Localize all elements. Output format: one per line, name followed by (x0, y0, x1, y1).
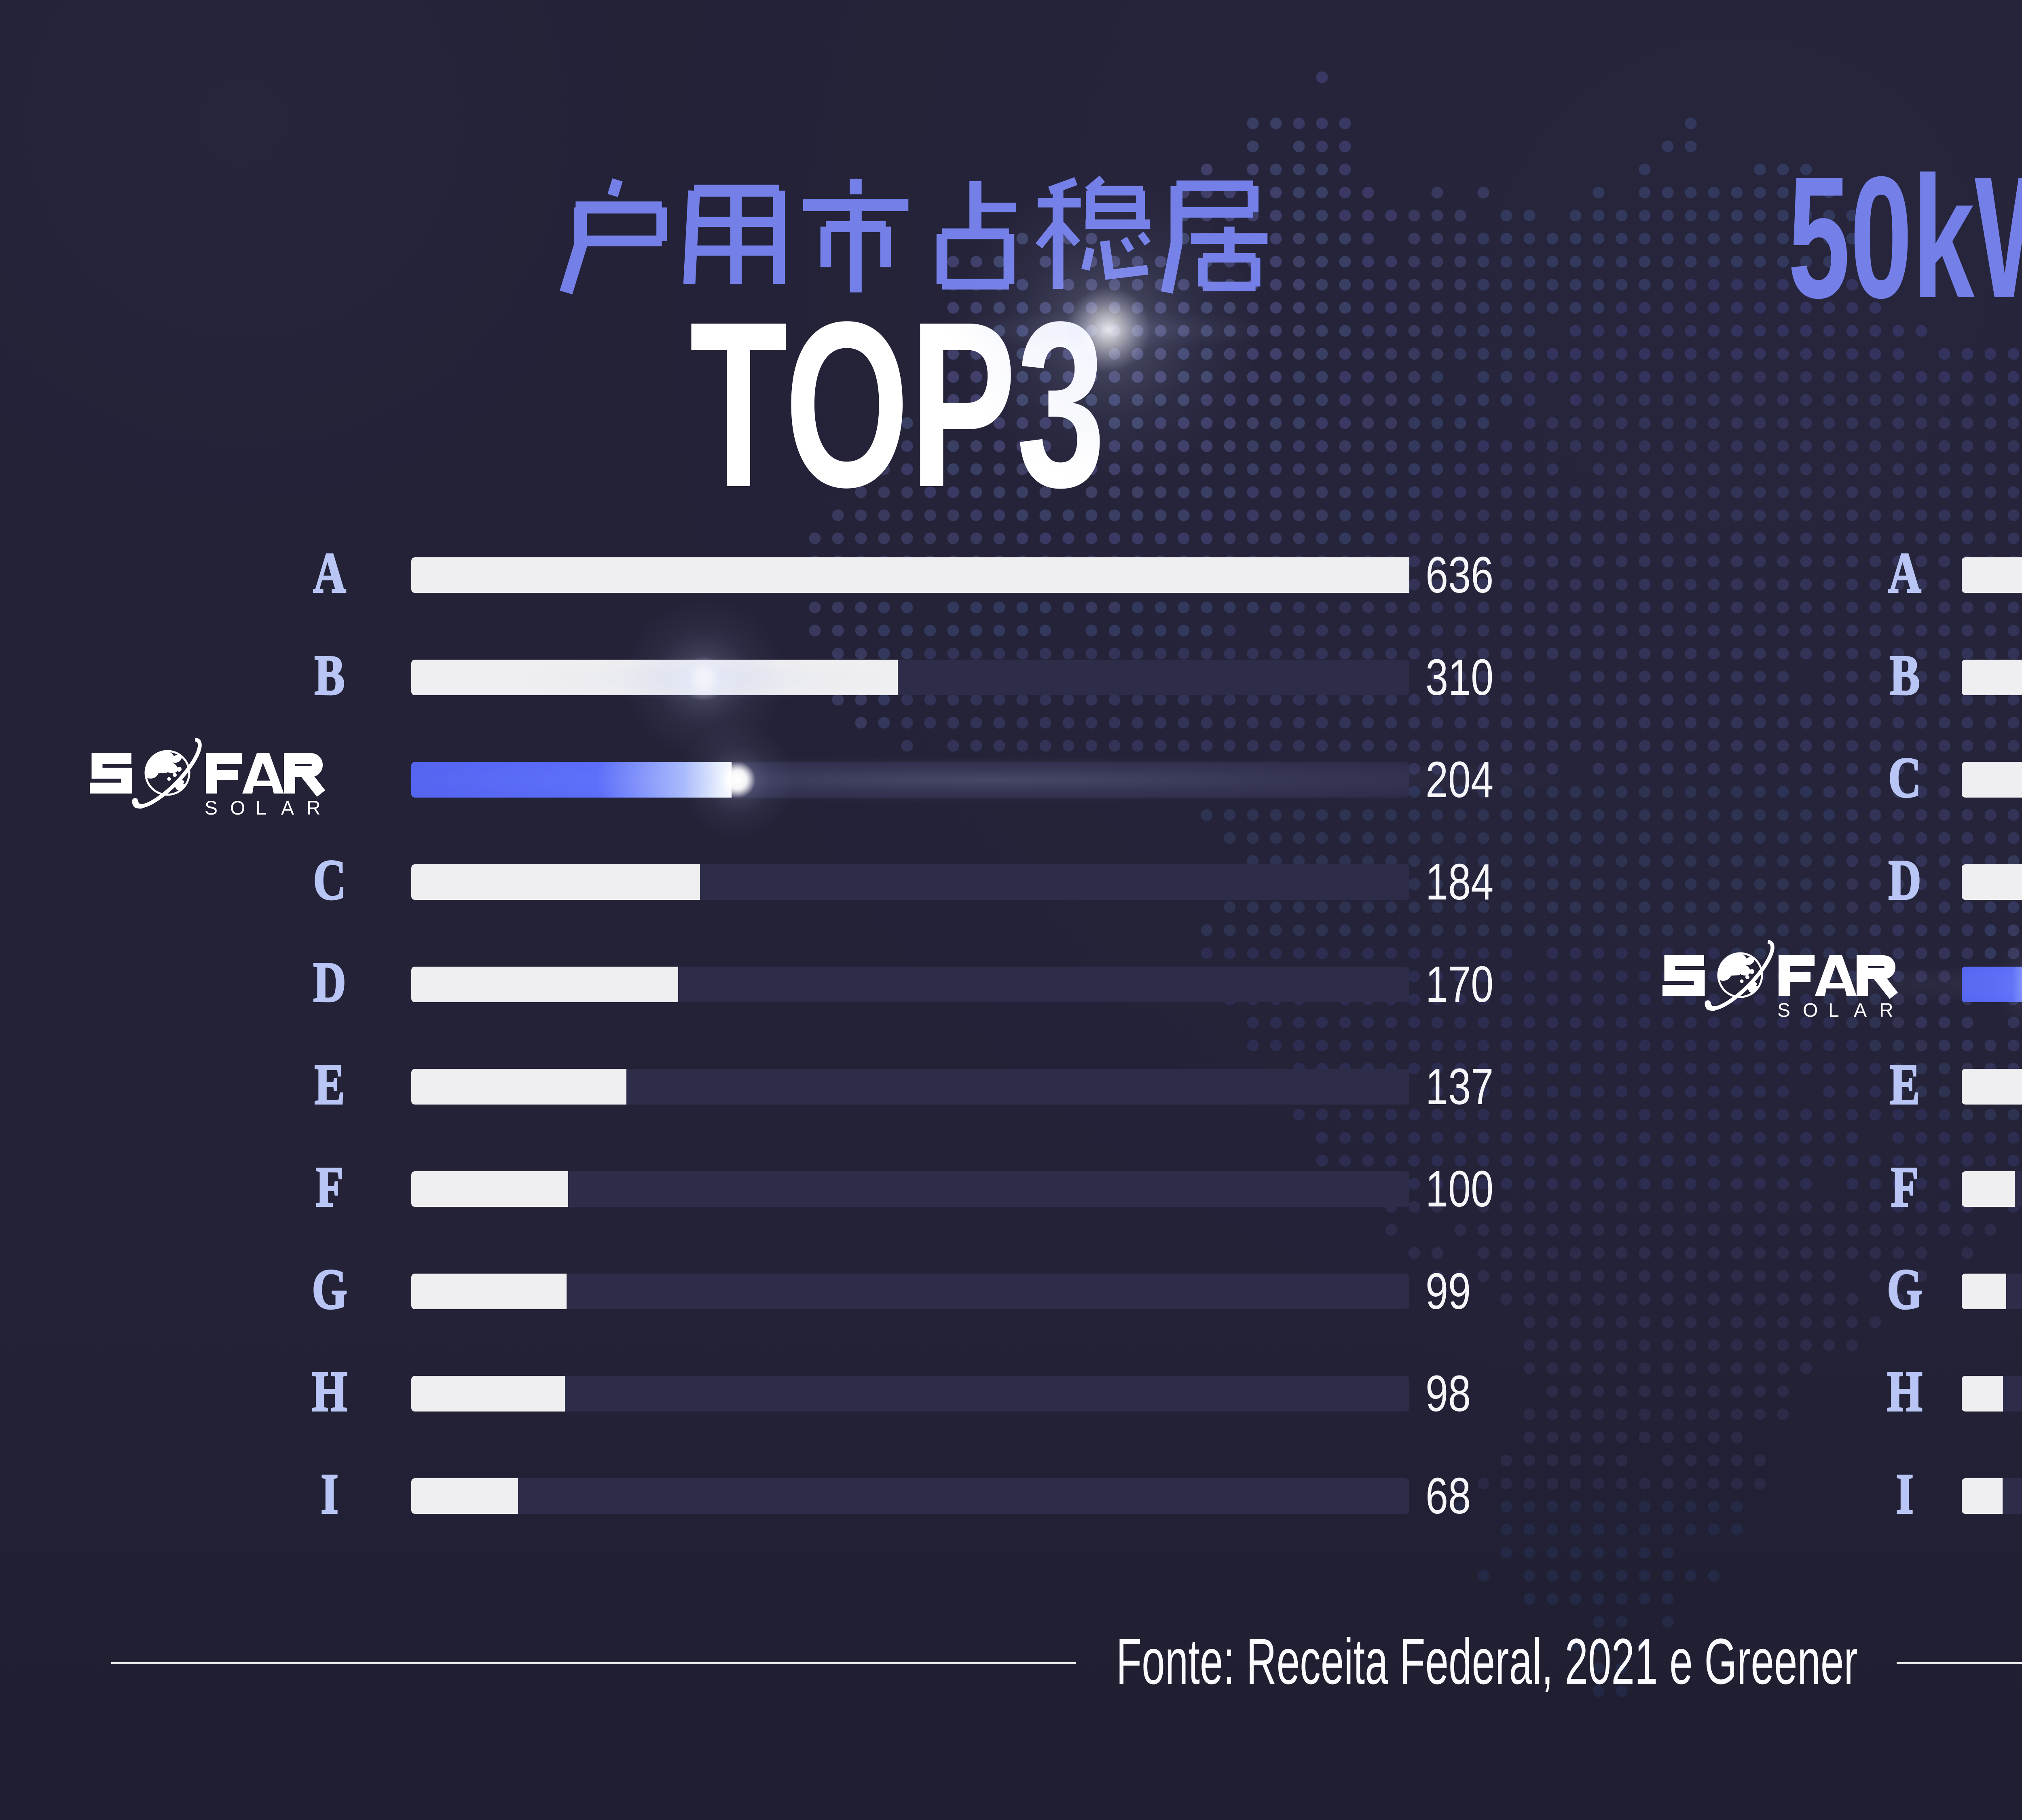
svg-text:310: 310 (1426, 649, 1493, 706)
svg-text:A: A (313, 541, 346, 605)
svg-text:170: 170 (1426, 956, 1493, 1013)
svg-text:E: E (1890, 1052, 1920, 1116)
svg-text:B: B (315, 643, 345, 707)
svg-text:C: C (313, 848, 346, 912)
svg-text:98: 98 (1426, 1365, 1471, 1422)
svg-text:G: G (1887, 1257, 1922, 1321)
svg-text:H: H (312, 1359, 347, 1423)
svg-text:D: D (313, 950, 346, 1014)
svg-text:B: B (1890, 643, 1920, 707)
svg-text:C: C (1888, 745, 1921, 809)
svg-text:50kW: 50kW (1788, 141, 2022, 334)
svg-text:68: 68 (1426, 1468, 1471, 1524)
svg-text:F: F (1891, 1155, 1919, 1219)
svg-text:184: 184 (1426, 854, 1493, 910)
svg-text:A: A (1888, 541, 1921, 605)
svg-text:E: E (315, 1052, 345, 1116)
svg-text:Fonte: Receita Federal, 2021 e: Fonte: Receita Federal, 2021 e Greener (1116, 1625, 1858, 1697)
svg-text:99: 99 (1426, 1263, 1471, 1320)
svg-text:636: 636 (1426, 547, 1493, 603)
svg-text:F: F (316, 1155, 344, 1219)
svg-text:137: 137 (1426, 1058, 1493, 1115)
svg-text:G: G (312, 1257, 347, 1321)
svg-text:D: D (1888, 848, 1921, 912)
svg-text:H: H (1887, 1359, 1922, 1423)
svg-text:I: I (1896, 1462, 1914, 1526)
svg-text:100: 100 (1426, 1161, 1493, 1217)
svg-text:I: I (321, 1462, 338, 1526)
